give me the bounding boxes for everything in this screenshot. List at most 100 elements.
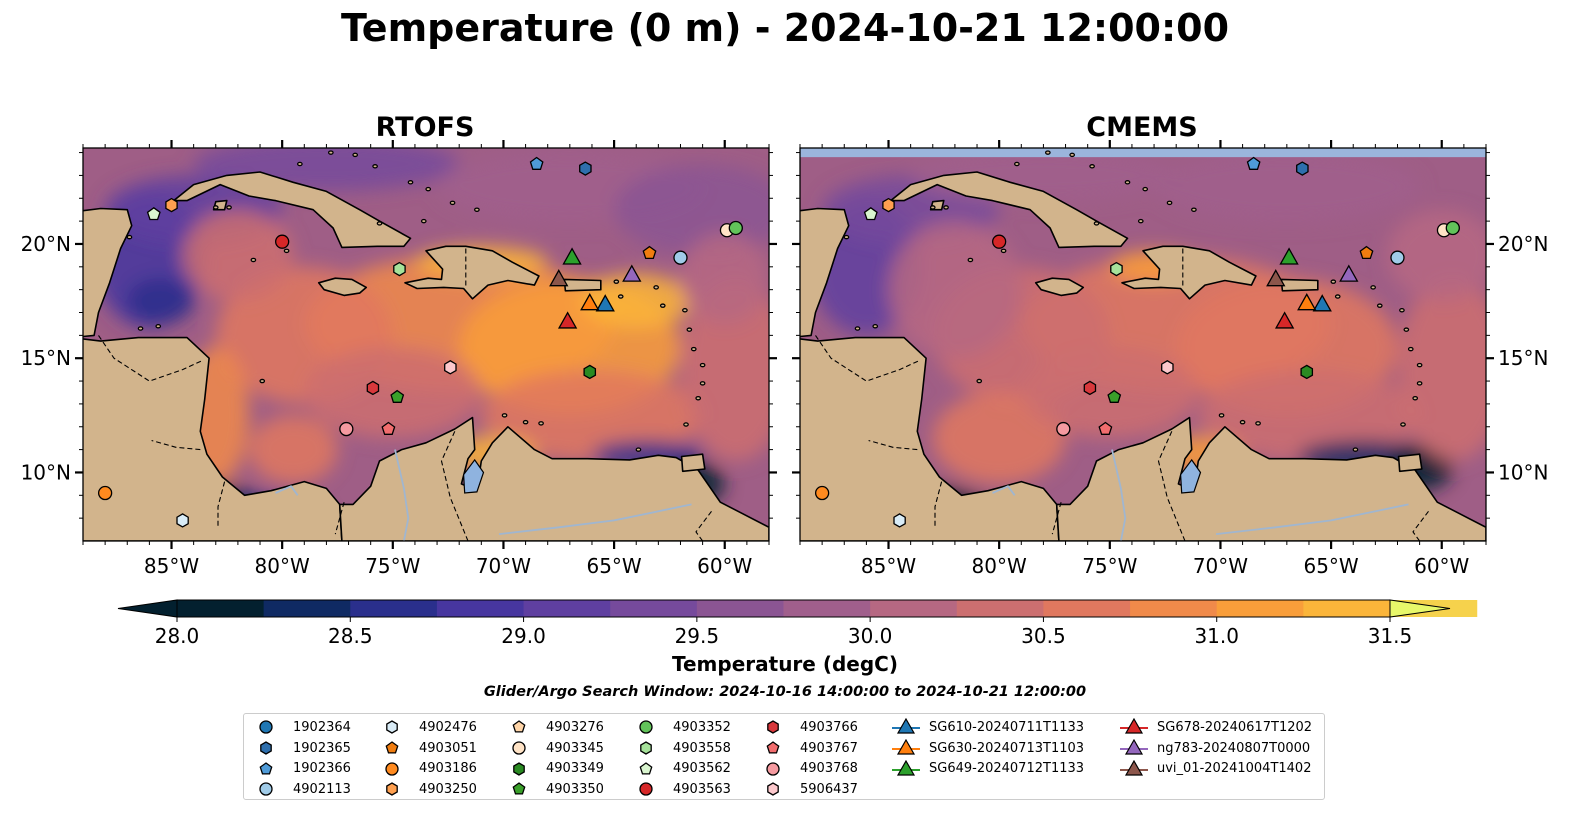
small-island: [1416, 381, 1423, 386]
colorbar-bin: [956, 600, 1045, 617]
legend-marker-4903349: [513, 761, 525, 776]
small-island: [1014, 161, 1020, 167]
float-4903350: [390, 389, 405, 403]
country-border: [934, 481, 943, 528]
legend-marker: [259, 761, 273, 775]
small-island: [635, 447, 642, 452]
legend-label: SG630-20240713T1103: [929, 740, 1085, 756]
small-island: [1093, 221, 1100, 226]
map-panel-cmems: 85°W 80°W 75°W 70°W 65°W 60°W 20°N 15°N 10°N: [792, 140, 1548, 578]
lake-maracaibo: [1179, 458, 1202, 494]
land-cuba: [889, 171, 1129, 249]
land-hispaniola: [1121, 245, 1257, 300]
float-4903766: [1083, 380, 1097, 396]
legend-marker-4903562: [639, 761, 653, 775]
colorbar-tick-label: 30.5: [1021, 624, 1066, 648]
land-puerto-rico: [563, 278, 602, 292]
legend-label: 4903563: [673, 781, 731, 797]
lon-tick-label: 60°W: [697, 554, 752, 578]
country-border: [815, 335, 920, 382]
lon-tick-label: 60°W: [1414, 554, 1469, 578]
map-frame: [799, 147, 1487, 542]
legend-glider-uvi_01-20241004T1402: [1124, 759, 1144, 776]
colorbar: 28.0 28.5 29.0 29.5 30.0 30.5 31.0 31.5: [117, 599, 1478, 648]
legend-item: SG649-20240712T1133: [892, 758, 1112, 779]
legend-marker: [1120, 718, 1148, 734]
legend-label: 4903352: [673, 719, 731, 735]
float-4903558: [1110, 261, 1123, 277]
small-island: [843, 234, 850, 240]
colorbar-tick-label: 28.5: [328, 624, 373, 648]
legend-item: 1902366: [258, 758, 378, 779]
colorbar-tick-label: 31.5: [1368, 624, 1413, 648]
legend-marker-4903350: [512, 782, 526, 795]
lon-tick-label: 70°W: [1193, 554, 1248, 578]
legend-marker-5906437: [767, 782, 779, 797]
legend-glider-SG678-20240617T1202: [1124, 718, 1144, 734]
legend-label: 1902366: [293, 761, 351, 777]
small-island: [1069, 152, 1076, 158]
legend-marker: [639, 720, 653, 734]
float-1902365: [1296, 161, 1309, 176]
small-island: [1407, 346, 1414, 352]
legend-marker: [259, 720, 273, 734]
small-island: [501, 413, 508, 418]
colorbar-bin: [870, 600, 958, 617]
country-border: [334, 502, 345, 535]
legend-marker-4903558: [640, 741, 652, 755]
small-island: [1403, 327, 1410, 332]
small-island: [1352, 447, 1359, 452]
legend-marker-4903767: [766, 741, 780, 754]
float-1902365: [579, 161, 592, 176]
legend-column: SG610-20240711T1133 SG630-20240713T1103 SG…: [892, 717, 1112, 779]
float-4903350: [1107, 389, 1122, 403]
legend-column: SG678-20240617T1202 ng783-20240807T0000 uv…: [1120, 717, 1320, 779]
small-island: [259, 378, 266, 384]
legend-label: 1902365: [293, 740, 351, 756]
float-1902366: [529, 156, 544, 170]
country-border: [151, 439, 201, 451]
glider-SG610-20240711T1133: [595, 294, 615, 312]
lon-tick-label: 80°W: [255, 554, 310, 578]
colorbar-bin: [696, 600, 785, 617]
lat-tick-label: 10°N: [21, 460, 71, 484]
colorbar-tick-label: 29.5: [675, 624, 720, 648]
float-4903768: [339, 421, 354, 437]
legend-label: 4903276: [546, 719, 604, 735]
float-4903250: [882, 197, 895, 213]
legend-label: 4903766: [800, 719, 858, 735]
small-island: [699, 381, 706, 386]
legend-label: 4903558: [673, 740, 731, 756]
legend-marker-4903276: [512, 720, 526, 733]
lat-tick-label: 15°N: [21, 346, 71, 370]
small-island: [967, 257, 974, 263]
small-island: [1191, 207, 1197, 212]
float-4902113: [673, 250, 688, 265]
small-island: [137, 326, 144, 331]
legend-item: 4903186: [384, 758, 504, 779]
country-border: [868, 439, 918, 451]
river: [498, 503, 692, 535]
small-island: [155, 323, 162, 329]
float-5906437: [444, 360, 457, 375]
river: [275, 485, 299, 496]
small-island: [976, 378, 983, 384]
float-4903349: [1300, 364, 1314, 380]
legend-marker-4903051: [385, 741, 399, 754]
float-4903186: [814, 485, 830, 501]
small-island: [474, 207, 480, 212]
colorbar-bin: [436, 600, 525, 617]
glider-ng783-20240807T0000: [1339, 264, 1359, 282]
float-4902113: [1390, 250, 1405, 265]
float-4903766: [366, 380, 380, 396]
glider-ng783-20240807T0000: [622, 264, 642, 282]
river: [1215, 503, 1409, 535]
glider-SG630-20240713T1103: [1297, 293, 1317, 311]
glider-SG610-20240711T1133: [1312, 294, 1332, 312]
colorbar-tick-label: 30.0: [848, 624, 893, 648]
legend-marker: [639, 761, 653, 775]
lake-maracaibo: [462, 458, 485, 494]
legend: 1902364 1902365 1902366 4902113 4902476 49030…: [243, 713, 1325, 800]
legend-marker: [767, 720, 779, 735]
country-border: [440, 431, 469, 541]
